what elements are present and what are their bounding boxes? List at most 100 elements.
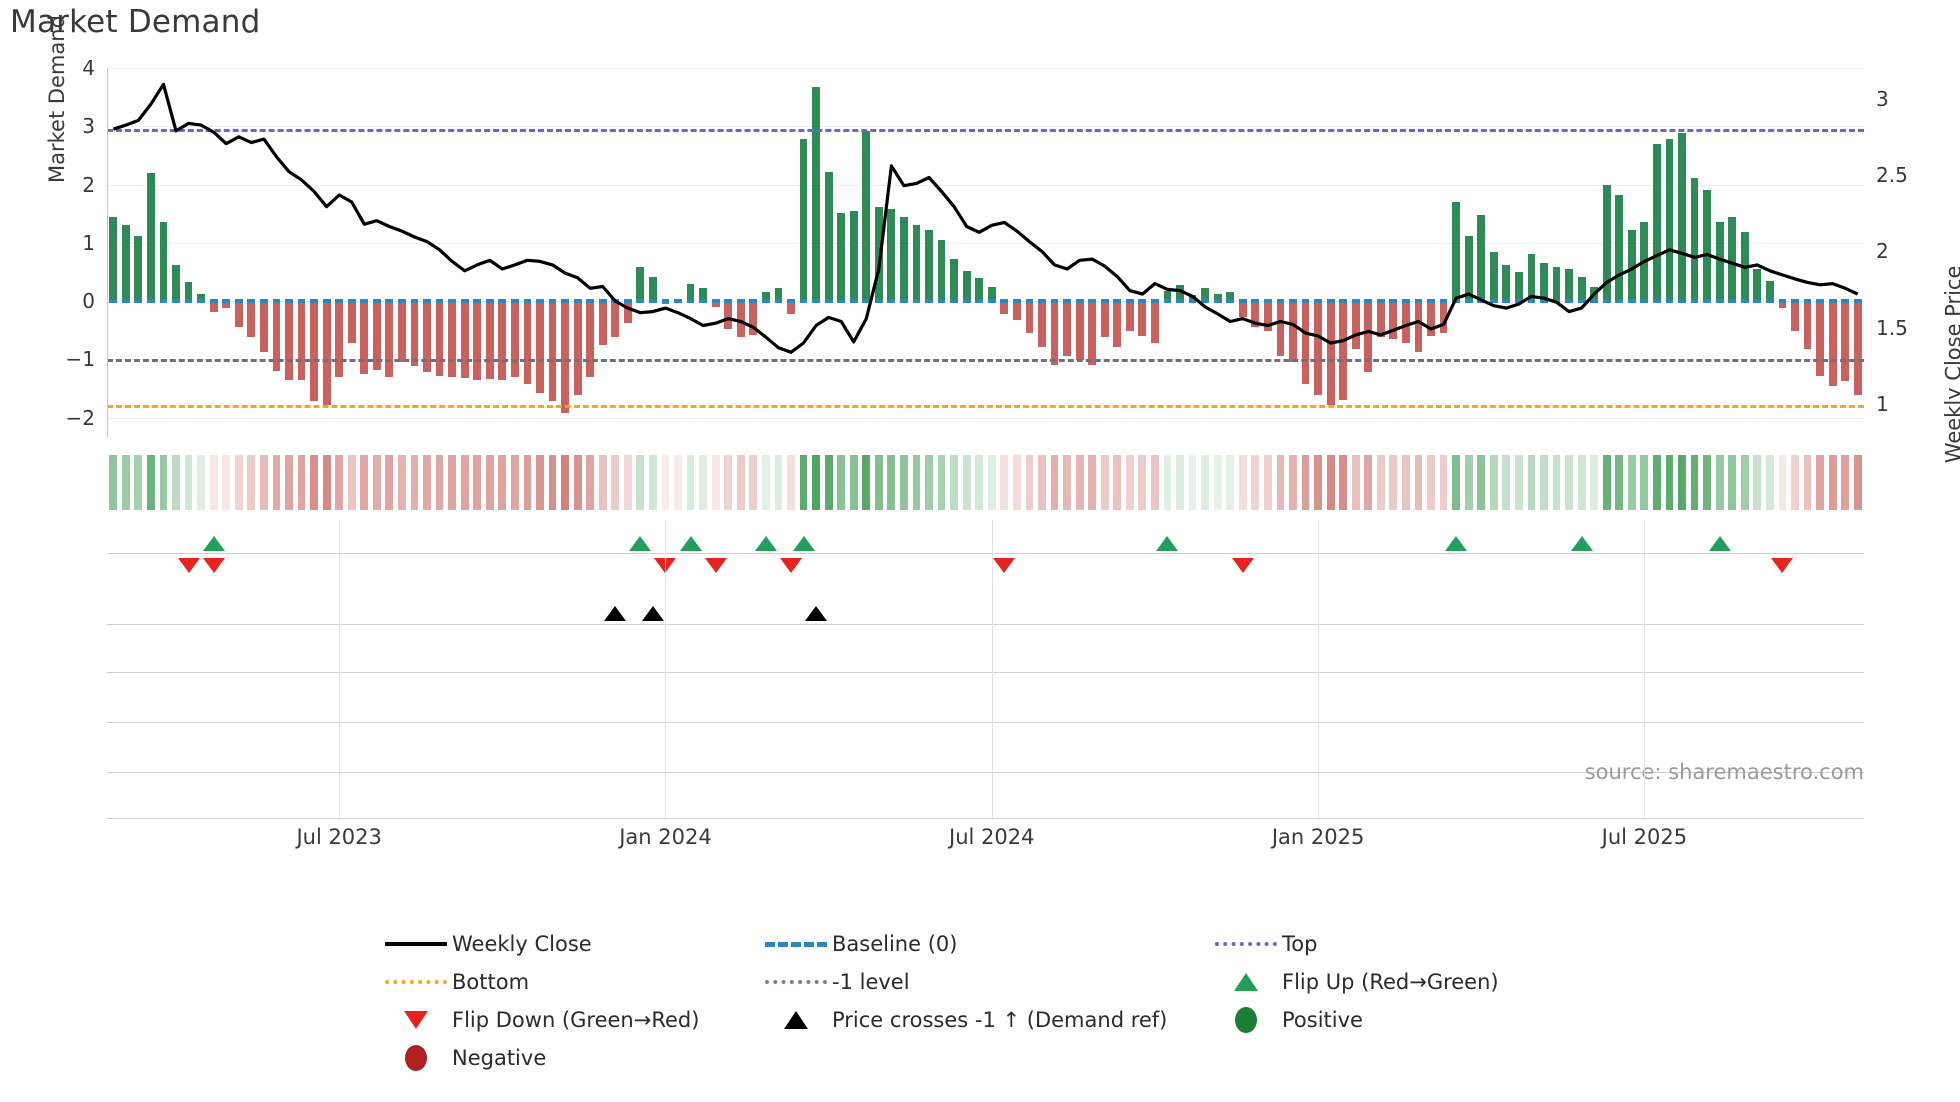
baseline-segment <box>259 299 268 304</box>
baseline-segment <box>900 299 908 304</box>
heat-cell <box>812 455 820 510</box>
heat-cell <box>1540 455 1548 510</box>
heat-cell <box>774 455 783 510</box>
baseline-segment <box>799 299 808 304</box>
gridline <box>107 68 1864 69</box>
flip-up-marker <box>792 536 815 551</box>
heat-cell <box>1527 455 1536 510</box>
weekly-close-path <box>112 82 1859 354</box>
y-tick-left: 3 <box>82 114 95 139</box>
heat-cell <box>611 455 620 510</box>
heat-cell <box>1289 455 1297 510</box>
demand-bar <box>523 301 532 384</box>
heat-cell <box>1514 455 1523 510</box>
weekly-close-line <box>112 82 1859 354</box>
heat-cell <box>109 455 118 510</box>
demand-bar <box>1063 301 1071 357</box>
baseline-segment <box>1703 299 1711 304</box>
demand-bar <box>975 277 984 302</box>
demand-bar <box>460 301 469 378</box>
heat-cell <box>1577 455 1586 510</box>
y-axis-left-label: Market Demand <box>45 15 69 183</box>
heat-cell <box>1226 455 1235 510</box>
baseline-segment <box>1615 299 1624 304</box>
legend-item-positive[interactable]: Positive <box>1210 1001 1630 1039</box>
baseline-segment <box>1778 299 1787 304</box>
baseline-segment <box>1728 299 1737 304</box>
demand-bar <box>900 216 908 302</box>
x-tick-label: Jul 2025 <box>1601 825 1688 849</box>
demand-heat-strip <box>107 455 1864 510</box>
legend-label: Weekly Close <box>452 932 592 956</box>
baseline-segment <box>1489 299 1498 304</box>
baseline-segment <box>523 299 532 304</box>
baseline-segment <box>1213 299 1222 304</box>
triangle-up-icon <box>1210 973 1282 991</box>
heat-cell <box>862 455 871 510</box>
y-tick-left: 2 <box>82 172 95 197</box>
baseline-segment <box>987 299 996 304</box>
dotted-line-icon <box>380 980 452 984</box>
flip-up-marker <box>1708 536 1731 551</box>
heat-cell <box>121 455 130 510</box>
flip-down-marker <box>704 558 727 573</box>
line-icon <box>380 942 452 946</box>
legend-item-baseline[interactable]: Baseline (0) <box>760 925 1210 963</box>
baseline-segment <box>1326 299 1335 304</box>
demand-bar <box>209 301 218 312</box>
baseline-segment <box>285 299 293 304</box>
baseline-segment <box>975 299 984 304</box>
demand-bar <box>1364 301 1373 373</box>
legend-item-top[interactable]: Top <box>1210 925 1630 963</box>
heat-cell <box>297 455 306 510</box>
heat-cell <box>1326 455 1335 510</box>
demand-bar <box>1201 288 1209 302</box>
demand-bar <box>787 301 795 314</box>
demand-bar <box>548 301 557 402</box>
heat-cell <box>1753 455 1762 510</box>
baseline-segment <box>912 299 921 304</box>
demand-bar <box>711 301 720 307</box>
demand-bar <box>1075 301 1084 361</box>
baseline-segment <box>1828 299 1837 304</box>
price-cross-marker <box>604 606 627 621</box>
heat-cell <box>259 455 268 510</box>
baseline-segment <box>372 299 381 304</box>
heat-cell <box>636 455 645 510</box>
baseline-segment <box>1502 299 1511 304</box>
demand-bar <box>1251 301 1260 328</box>
baseline-segment <box>1715 299 1724 304</box>
baseline-segment <box>711 299 720 304</box>
heat-cell <box>435 455 444 510</box>
heat-cell <box>1301 455 1310 510</box>
legend-item-flip-down[interactable]: Flip Down (Green→Red) <box>380 1001 760 1039</box>
heat-cell <box>686 455 695 510</box>
baseline-segment <box>347 299 356 304</box>
gridline <box>107 301 1864 303</box>
baseline-segment <box>874 299 883 304</box>
baseline-segment <box>661 299 670 304</box>
heat-cell <box>1314 455 1322 510</box>
baseline-segment <box>649 299 657 304</box>
legend-item-flip-up[interactable]: Flip Up (Red→Green) <box>1210 963 1630 1001</box>
legend-item-negative[interactable]: Negative <box>380 1039 760 1077</box>
flip-down-marker <box>993 558 1016 573</box>
legend-item-price-cross[interactable]: Price crosses -1 ↑ (Demand ref) <box>760 1001 1210 1039</box>
demand-bar <box>1025 301 1034 334</box>
baseline-segment <box>1841 299 1850 304</box>
demand-bar <box>498 301 507 380</box>
legend-item-bottom[interactable]: Bottom <box>380 963 760 1001</box>
baseline-segment <box>1339 299 1348 304</box>
flip-down-marker <box>1771 558 1794 573</box>
demand-bar <box>385 301 394 377</box>
demand-bar <box>322 301 331 405</box>
demand-bar <box>1088 301 1097 366</box>
heat-cell <box>649 455 657 510</box>
baseline-segment <box>272 299 281 304</box>
demand-bar <box>1452 202 1460 302</box>
demand-bar <box>1000 301 1009 314</box>
legend-item-weekly-close[interactable]: Weekly Close <box>380 925 760 963</box>
baseline-segment <box>1314 299 1322 304</box>
legend-item-neg1-level[interactable]: -1 level <box>760 963 1210 1001</box>
heat-cell <box>360 455 369 510</box>
